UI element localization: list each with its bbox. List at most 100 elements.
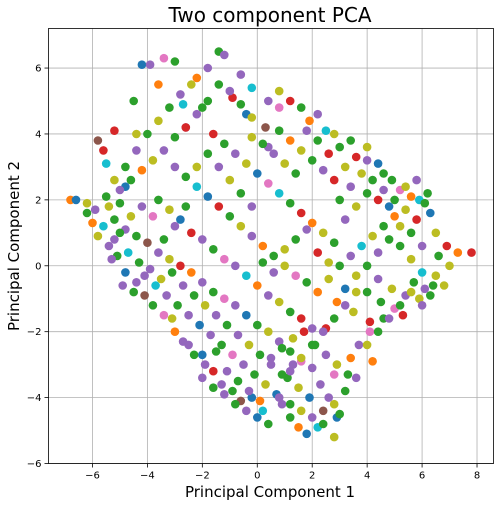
scatter-point [318, 165, 328, 175]
scatter-point [104, 202, 114, 211]
scatter-point [329, 370, 339, 379]
scatter-point [203, 149, 213, 158]
scatter-point [285, 347, 295, 356]
scatter-point [222, 320, 232, 330]
scatter-point [176, 215, 185, 224]
scatter-point [233, 330, 243, 340]
scatter-point [384, 314, 394, 323]
scatter-point [299, 327, 309, 337]
scatter-point [231, 301, 240, 310]
scatter-point [115, 198, 125, 208]
scatter-point [335, 409, 345, 419]
x-tick-label: 8 [474, 471, 480, 482]
scatter-point [280, 245, 290, 254]
scatter-point [176, 261, 185, 271]
scatter-point [274, 393, 284, 402]
scatter-point [324, 149, 334, 158]
scatter-point [384, 235, 394, 244]
scatter-point [258, 258, 268, 267]
scatter-point [247, 231, 257, 241]
scatter-point [154, 195, 163, 205]
scatter-point [236, 221, 246, 231]
scatter-point [420, 198, 430, 208]
scatter-point [332, 297, 342, 307]
scatter-point [93, 231, 103, 241]
scatter-point [115, 185, 125, 195]
scatter-point [274, 337, 284, 346]
scatter-point [379, 169, 388, 178]
scatter-point [148, 156, 158, 165]
scatter-point [285, 399, 295, 409]
scatter-point [255, 396, 265, 406]
scatter-point [376, 297, 386, 307]
scatter-point [198, 278, 207, 287]
scatter-point [294, 423, 303, 432]
scatter-point [362, 189, 372, 198]
scatter-point [409, 278, 419, 287]
x-axis-ticks: −6 −4 −2 0 2 4 6 8 [85, 463, 480, 482]
scatter-point [247, 83, 257, 93]
scatter-point [236, 189, 246, 198]
scatter-point [329, 432, 339, 442]
scatter-point [346, 353, 356, 363]
scatter-point [340, 386, 350, 396]
scatter-point [250, 370, 259, 379]
scatter-point [307, 413, 317, 422]
scatter-point [225, 175, 235, 185]
scatter-point [362, 156, 372, 165]
scatter-point [362, 261, 372, 271]
scatter-point [239, 360, 248, 369]
scatter-point [277, 370, 287, 379]
scatter-point [346, 251, 356, 261]
scatter-point [209, 287, 218, 297]
scatter-point [329, 129, 339, 139]
scatter-point [258, 139, 268, 149]
x-tick-label: 0 [254, 471, 260, 482]
scatter-point [346, 182, 356, 191]
scatter-point [217, 380, 226, 389]
scatter-point [115, 228, 125, 238]
scatter-point [170, 132, 180, 142]
scatter-point [137, 60, 147, 69]
scatter-point [434, 251, 443, 261]
scatter-point [231, 149, 240, 158]
scatter-point [187, 268, 196, 277]
scatter-point [159, 53, 169, 63]
scatter-point [214, 80, 224, 89]
scatter-point [318, 327, 328, 337]
scatter-point [351, 202, 361, 211]
scatter-point [277, 343, 287, 353]
scatter-point [264, 327, 273, 337]
scatter-point [247, 202, 257, 211]
scatter-point [318, 419, 328, 429]
scatter-point [206, 330, 215, 340]
y-tick-label: −6 [27, 459, 42, 470]
scatter-point [242, 310, 251, 320]
scatter-point [420, 284, 430, 294]
scatter-point [324, 393, 334, 402]
scatter-point [167, 268, 177, 277]
scatter-point [340, 215, 350, 224]
scatter-point [228, 93, 237, 102]
x-tick-label: 4 [364, 471, 370, 482]
scatter-point [162, 291, 171, 300]
scatter-point [220, 254, 229, 264]
scatter-point [236, 70, 246, 79]
scatter-point [264, 419, 273, 429]
scatter-point [154, 116, 163, 126]
scatter-point [247, 393, 257, 402]
scatter-point [351, 271, 361, 281]
y-tick-label: 0 [35, 261, 41, 272]
scatter-point [148, 212, 158, 221]
scatter-point [291, 169, 301, 178]
scatter-point [104, 241, 114, 251]
scatter-point [121, 268, 130, 277]
scatter-point [296, 406, 306, 416]
scatter-point [340, 301, 350, 310]
scatter-point [129, 96, 138, 106]
scatter-point [467, 248, 476, 257]
scatter-point [373, 159, 383, 168]
scatter-point [274, 126, 284, 135]
scatter-point [255, 350, 265, 360]
